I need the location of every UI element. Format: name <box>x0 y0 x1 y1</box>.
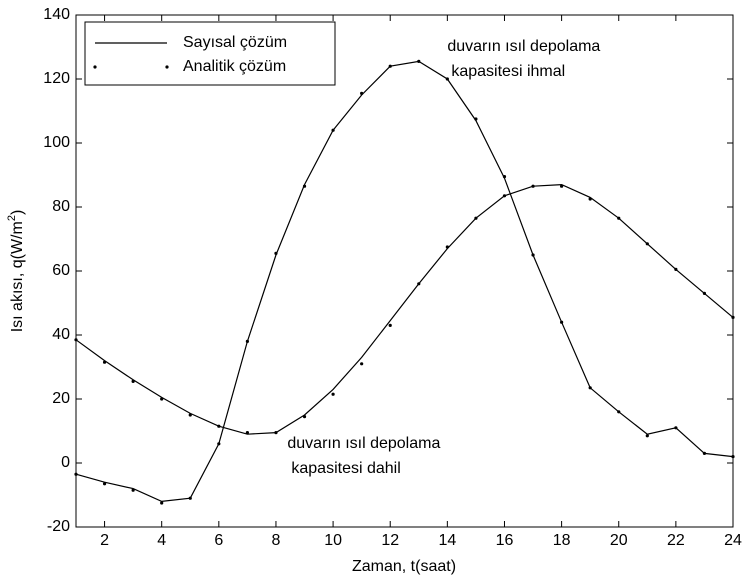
y-tick-label: 140 <box>43 6 70 23</box>
dot <box>702 291 707 295</box>
dot <box>102 482 107 486</box>
legend-label: Sayısal çözüm <box>183 34 287 51</box>
dot <box>388 323 392 327</box>
dot <box>674 426 678 430</box>
dot <box>74 338 78 342</box>
dot <box>131 379 135 383</box>
dot <box>617 410 621 414</box>
dot <box>360 91 364 95</box>
y-tick-label: -20 <box>47 518 70 535</box>
dot <box>217 424 221 428</box>
dot <box>417 59 421 64</box>
annotation: duvarın ısıl depolama <box>447 38 600 55</box>
annotation: kapasitesi ihmal <box>451 63 565 80</box>
x-tick-label: 14 <box>438 532 456 549</box>
dot <box>188 496 192 500</box>
x-tick-label: 16 <box>496 532 514 549</box>
dot <box>560 320 564 324</box>
dot <box>445 77 449 81</box>
legend-label: Analitik çözüm <box>183 58 286 75</box>
line <box>75 183 734 435</box>
y-tick-label: 100 <box>43 134 70 151</box>
dot <box>302 184 307 188</box>
dot <box>502 194 507 198</box>
dot <box>188 413 192 417</box>
dot <box>731 455 735 459</box>
y-tick-label: 40 <box>52 326 70 343</box>
dot <box>617 216 621 220</box>
annotation: kapasitesi dahil <box>291 460 400 477</box>
dot <box>702 451 707 455</box>
dot <box>245 431 249 435</box>
x-tick-label: 6 <box>214 532 223 549</box>
y-axis-label: Isı akısı, q(W/m2) <box>6 210 26 333</box>
dot <box>731 315 735 319</box>
x-tick-label: 4 <box>157 532 166 549</box>
line <box>75 60 734 503</box>
x-tick-label: 12 <box>381 532 399 549</box>
dot <box>160 397 164 401</box>
dot <box>502 175 507 179</box>
dot <box>245 339 249 343</box>
dot <box>531 184 535 188</box>
x-axis-label: Zaman, t(saat) <box>352 558 456 575</box>
dot <box>645 434 649 438</box>
dot <box>417 282 421 286</box>
dot <box>160 501 164 505</box>
x-tick-label: 10 <box>324 532 342 549</box>
y-tick-label: 80 <box>52 198 70 215</box>
dot <box>445 245 449 249</box>
y-tick-label: 0 <box>61 454 70 471</box>
x-tick-label: 20 <box>610 532 628 549</box>
x-tick-label: 8 <box>272 532 281 549</box>
dot <box>74 472 78 476</box>
y-tick-label: 20 <box>52 390 70 407</box>
dot <box>331 128 335 132</box>
dot <box>331 392 335 396</box>
dot <box>388 64 392 68</box>
dot <box>302 415 307 419</box>
dot <box>674 267 678 271</box>
dot <box>102 360 107 364</box>
dot <box>531 253 535 257</box>
dot <box>588 386 592 390</box>
dot <box>274 251 278 255</box>
dot <box>360 362 364 366</box>
dot <box>560 184 564 188</box>
legend-dot <box>165 65 169 69</box>
x-tick-label: 2 <box>100 532 109 549</box>
legend-box <box>84 21 336 86</box>
x-tick-label: 24 <box>724 532 742 549</box>
dot <box>645 242 649 246</box>
dot <box>588 197 592 201</box>
dot <box>217 442 221 446</box>
y-tick-label: 120 <box>43 70 70 87</box>
dot <box>131 488 135 492</box>
x-tick-label: 22 <box>667 532 685 549</box>
dot <box>274 431 278 435</box>
legend-dot <box>93 65 97 69</box>
dot <box>474 117 478 121</box>
x-tick-label: 18 <box>553 532 571 549</box>
y-tick-label: 60 <box>52 262 70 279</box>
dot <box>474 216 478 220</box>
annotation: duvarın ısıl depolama <box>287 435 440 452</box>
